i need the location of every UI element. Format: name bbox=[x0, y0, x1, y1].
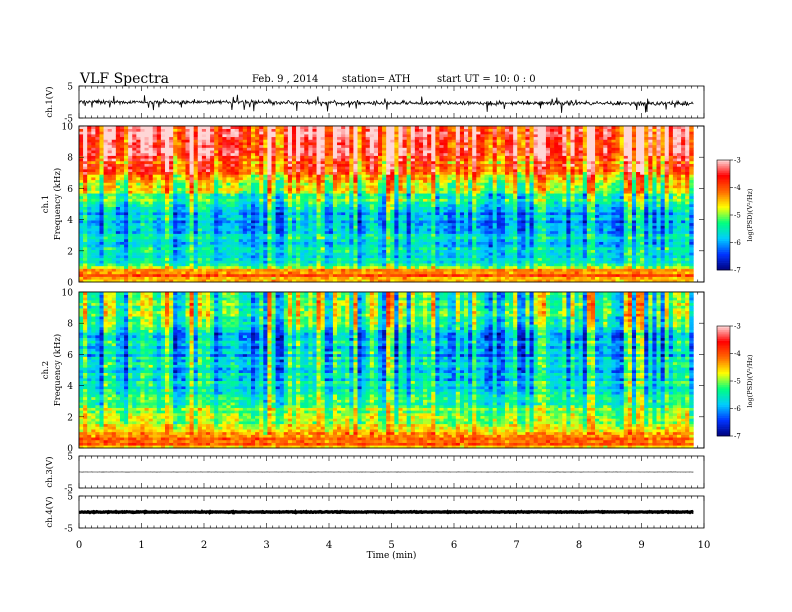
y-tick-label: 6 bbox=[67, 185, 73, 195]
panel-frame bbox=[78, 125, 705, 283]
colorbar bbox=[717, 160, 730, 271]
x-tick-label: 5 bbox=[388, 540, 394, 551]
y-tick-label: 10 bbox=[62, 289, 74, 299]
x-tick-label: 0 bbox=[76, 540, 82, 551]
y-tick-label: 6 bbox=[67, 351, 73, 361]
y-tick-label: 0 bbox=[67, 445, 73, 455]
colorbar-label: log(PSD)(V²/Hz) bbox=[746, 354, 754, 407]
channel-label: ch.2 bbox=[41, 361, 51, 379]
y-tick-label: 10 bbox=[62, 123, 74, 133]
colorbar bbox=[717, 326, 730, 437]
x-tick-label: 2 bbox=[201, 540, 207, 551]
colorbar-tick-label: -5 bbox=[734, 212, 741, 220]
colorbar-tick-label: -7 bbox=[734, 267, 741, 275]
y-tick-label: 2 bbox=[67, 413, 73, 423]
y-tick-label: -5 bbox=[64, 115, 73, 125]
waveform-series bbox=[78, 94, 694, 113]
y-tick-label: 8 bbox=[67, 154, 73, 164]
colorbar-tick-label: -5 bbox=[734, 378, 741, 386]
y-tick-label: 8 bbox=[67, 320, 73, 330]
x-tick-label: 3 bbox=[263, 540, 269, 551]
colorbar-tick-label: -3 bbox=[734, 157, 741, 165]
colorbar-label: log(PSD)(V²/Hz) bbox=[746, 188, 754, 241]
date-label: Feb. 9 , 2014 bbox=[252, 74, 319, 85]
y-axis-label: ch.4(V) bbox=[44, 496, 55, 527]
x-axis-label: Time (min) bbox=[367, 550, 417, 561]
figure-title: VLF Spectra bbox=[80, 71, 169, 87]
colorbar-tick-label: -6 bbox=[734, 405, 741, 413]
channel-label: ch.1 bbox=[41, 195, 51, 213]
colorbar-tick-label: -4 bbox=[734, 184, 741, 192]
x-tick-label: 1 bbox=[138, 540, 144, 551]
y-axis-label: Frequency (kHz) bbox=[52, 168, 63, 240]
colorbar-tick-label: -3 bbox=[734, 323, 741, 331]
spectrogram-image bbox=[79, 292, 694, 449]
spectrogram-image bbox=[79, 126, 694, 283]
panel-frame bbox=[78, 291, 705, 449]
y-tick-label: 4 bbox=[67, 382, 73, 392]
x-tick-label: 10 bbox=[698, 540, 711, 551]
x-tick-label: 7 bbox=[513, 540, 519, 551]
y-tick-label: 4 bbox=[67, 216, 73, 226]
x-tick-label: 6 bbox=[451, 540, 457, 551]
y-tick-label: 5 bbox=[67, 83, 73, 93]
x-tick-label: 8 bbox=[576, 540, 582, 551]
y-tick-label: 0 bbox=[67, 279, 73, 289]
colorbar-tick-label: -6 bbox=[734, 239, 741, 247]
x-tick-label: 4 bbox=[326, 540, 332, 551]
y-axis-label: Frequency (kHz) bbox=[52, 334, 63, 406]
start-time-label: start UT = 10: 0 : 0 bbox=[437, 74, 536, 85]
colorbar-tick-label: -4 bbox=[734, 350, 741, 358]
waveform-series bbox=[79, 509, 694, 515]
colorbar-tick-label: -7 bbox=[734, 433, 741, 441]
y-axis-label: ch.3(V) bbox=[44, 456, 55, 487]
y-tick-label: 2 bbox=[67, 247, 73, 257]
x-tick-label: 9 bbox=[638, 540, 644, 551]
y-tick-label: -5 bbox=[64, 485, 73, 495]
y-axis-label: ch.1(V) bbox=[44, 86, 55, 117]
y-tick-label: 5 bbox=[67, 453, 73, 463]
y-tick-label: -5 bbox=[64, 525, 73, 535]
station-label: station= ATH bbox=[342, 74, 411, 85]
y-tick-label: 5 bbox=[67, 493, 73, 503]
